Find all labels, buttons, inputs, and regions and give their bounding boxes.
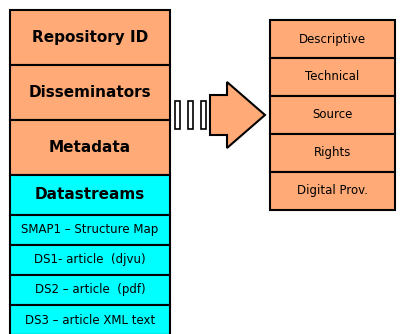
- Bar: [10, 10, 170, 65]
- Text: Metadata: Metadata: [49, 140, 131, 155]
- Bar: [10, 175, 170, 215]
- Bar: [10, 65, 170, 120]
- Bar: [269, 96, 394, 134]
- Text: Digital Prov.: Digital Prov.: [296, 184, 367, 197]
- Text: Source: Source: [311, 109, 352, 122]
- Bar: [175, 101, 179, 129]
- Bar: [10, 305, 170, 334]
- Bar: [269, 58, 394, 96]
- Bar: [188, 101, 192, 129]
- Bar: [10, 215, 170, 245]
- Text: SMAP1 – Structure Map: SMAP1 – Structure Map: [21, 223, 158, 236]
- Bar: [10, 275, 170, 305]
- Text: Repository ID: Repository ID: [32, 30, 148, 45]
- Text: DS2 – article  (pdf): DS2 – article (pdf): [34, 284, 145, 297]
- Bar: [200, 101, 205, 129]
- Bar: [269, 134, 394, 172]
- Text: Technical: Technical: [305, 70, 359, 84]
- Text: DS3 – article XML text: DS3 – article XML text: [25, 314, 155, 327]
- Text: Datastreams: Datastreams: [35, 187, 145, 202]
- Bar: [10, 245, 170, 275]
- Bar: [10, 120, 170, 175]
- Bar: [269, 20, 394, 58]
- Text: Rights: Rights: [313, 147, 350, 160]
- Text: Disseminators: Disseminators: [29, 85, 151, 100]
- Text: Descriptive: Descriptive: [298, 32, 365, 45]
- Text: DS1- article  (djvu): DS1- article (djvu): [34, 254, 145, 267]
- Bar: [269, 172, 394, 210]
- Polygon shape: [209, 82, 264, 148]
